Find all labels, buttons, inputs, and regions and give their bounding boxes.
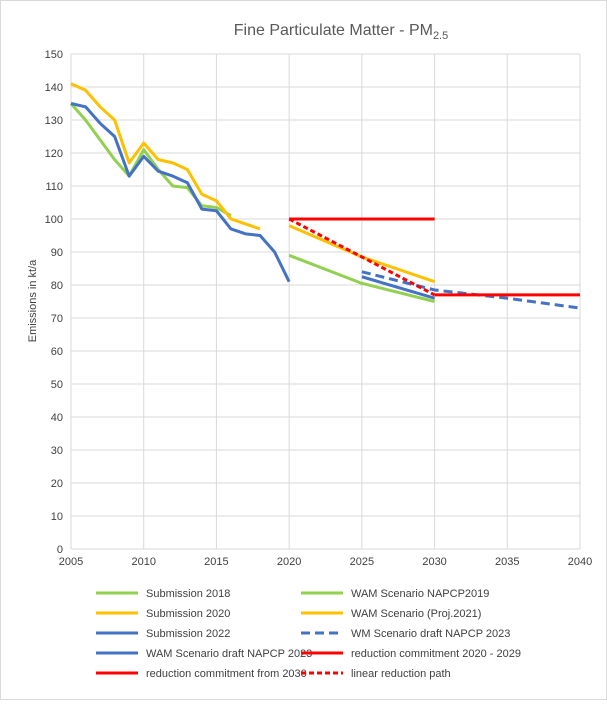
series-line-submission-2018 <box>69 102 232 218</box>
legend-item: WAM Scenario (Proj.2021) <box>301 608 481 620</box>
x-tick-label: 2020 <box>277 556 301 568</box>
y-tick-label: 70 <box>51 313 63 325</box>
legend-item: Submission 2022 <box>96 628 230 640</box>
x-tick-label: 2035 <box>495 556 519 568</box>
y-axis-label: Emissions in kt/a <box>27 259 39 342</box>
legend-label: WM Scenario draft NAPCP 2023 <box>351 628 510 640</box>
x-tick-label: 2015 <box>204 556 228 568</box>
legend-item: Submission 2020 <box>96 608 230 620</box>
series-line-linear-reduction-path <box>288 217 436 297</box>
x-tick-label: 2025 <box>350 556 374 568</box>
legend-label: reduction commitment 2020 - 2029 <box>351 648 521 660</box>
series-line-wam-scenario-draft-napcp-2023 <box>361 275 435 300</box>
y-tick-label: 130 <box>45 115 63 127</box>
legend-label: Submission 2022 <box>146 628 230 640</box>
legend-item: WAM Scenario NAPCP2019 <box>301 588 489 600</box>
legend-label: WAM Scenario (Proj.2021) <box>351 608 481 620</box>
legend-item: Submission 2018 <box>96 588 230 600</box>
legend-item: WM Scenario draft NAPCP 2023 <box>301 628 510 640</box>
legend-item: linear reduction path <box>301 668 451 680</box>
legend-label: Submission 2020 <box>146 608 230 620</box>
legend-label: reduction commitment from 2030 <box>146 668 307 680</box>
y-tick-label: 40 <box>51 412 63 424</box>
y-tick-label: 80 <box>51 280 63 292</box>
y-tick-label: 0 <box>57 544 63 556</box>
y-tick-label: 60 <box>51 346 63 358</box>
y-tick-label: 20 <box>51 478 63 490</box>
y-tick-label: 50 <box>51 379 63 391</box>
legend-item: reduction commitment from 2030 <box>96 668 307 680</box>
chart-title: Fine Particulate Matter - PM2.5 <box>234 22 448 42</box>
legend-item: reduction commitment 2020 - 2029 <box>301 648 521 660</box>
x-tick-label: 2010 <box>131 556 155 568</box>
y-tick-label: 120 <box>45 148 63 160</box>
y-tick-label: 140 <box>45 82 63 94</box>
series-line-wm-scenario-draft-napcp-2023 <box>361 270 581 310</box>
series-line-wam-scenario-napcp2019 <box>288 253 435 303</box>
series-line-submission-2020 <box>70 82 261 231</box>
legend-label: Submission 2018 <box>146 588 230 600</box>
x-tick-label: 2005 <box>59 556 83 568</box>
x-tick-label: 2040 <box>568 556 592 568</box>
legend-label: linear reduction path <box>351 668 451 680</box>
y-tick-label: 110 <box>45 181 63 193</box>
x-tick-label: 2030 <box>422 556 446 568</box>
y-tick-label: 10 <box>51 511 63 523</box>
y-tick-label: 150 <box>45 49 63 61</box>
series-line-submission-2022 <box>70 102 291 283</box>
legend-label: WAM Scenario NAPCP2019 <box>351 588 489 600</box>
legend-item: WAM Scenario draft NAPCP 2023 <box>96 648 312 660</box>
y-tick-label: 90 <box>51 247 63 259</box>
y-tick-label: 100 <box>45 214 63 226</box>
legend-label: WAM Scenario draft NAPCP 2023 <box>146 648 312 660</box>
y-tick-label: 30 <box>51 445 63 457</box>
